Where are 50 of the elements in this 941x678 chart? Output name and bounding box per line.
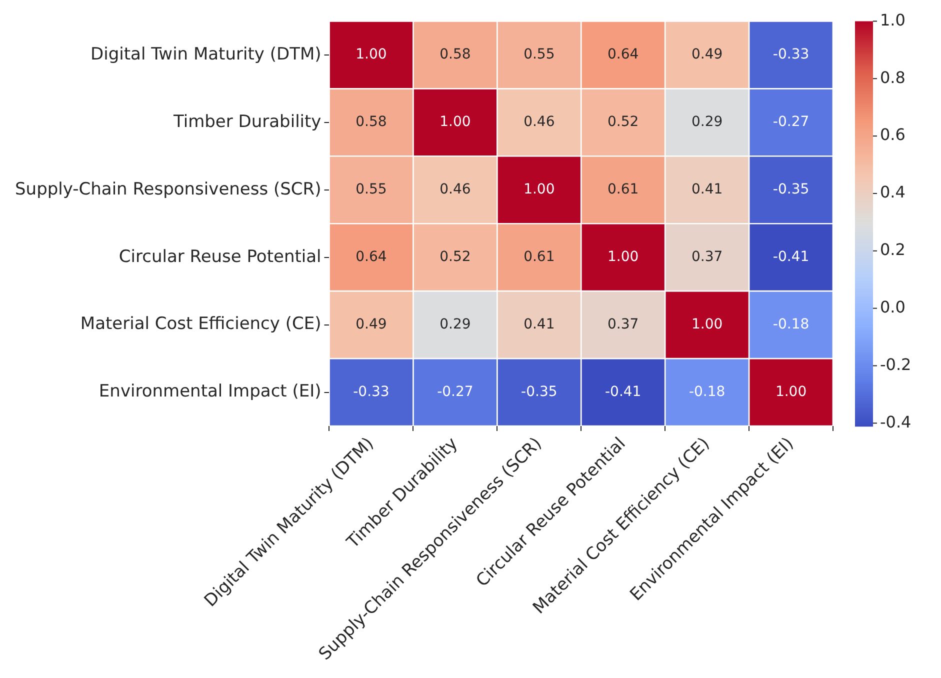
- color-bar-label: 0.2: [880, 240, 906, 260]
- data-label: 1.00: [691, 316, 723, 332]
- data-label: 1.00: [356, 46, 387, 63]
- data-label: 0.37: [608, 316, 639, 332]
- y-tick-label: Circular Reuse Potential: [118, 246, 322, 267]
- data-label: 0.46: [524, 114, 555, 130]
- data-label: -0.33: [353, 384, 390, 400]
- color-bar-label: 1.0: [880, 10, 906, 30]
- y-tick-label: Digital Twin Maturity (DTM): [90, 44, 322, 64]
- data-label: 0.61: [608, 182, 639, 198]
- data-label: 0.49: [691, 46, 723, 63]
- data-label: 0.49: [356, 316, 387, 332]
- color-bar-label: 0.8: [880, 68, 906, 87]
- data-label: 0.29: [691, 114, 723, 130]
- data-label: 0.55: [524, 46, 555, 63]
- data-label: -0.27: [772, 114, 810, 130]
- data-label: 0.61: [524, 248, 555, 265]
- data-label: 0.41: [691, 182, 723, 198]
- color-bar-label: -0.4: [880, 412, 912, 432]
- data-label: 0.29: [440, 316, 471, 332]
- data-label: 0.64: [356, 248, 387, 265]
- data-label: 0.58: [440, 46, 471, 63]
- color-bar-label: 0.0: [880, 297, 906, 316]
- data-label: 0.55: [356, 182, 387, 198]
- data-label: 1.00: [440, 114, 471, 130]
- data-label: 1.00: [775, 384, 807, 400]
- y-tick-label: Supply-Chain Responsiveness (SCR): [15, 179, 322, 200]
- data-label: -0.27: [437, 384, 474, 400]
- data-label: 0.37: [691, 248, 723, 265]
- color-bar-label: 0.4: [880, 182, 906, 202]
- data-label: 0.58: [356, 114, 387, 130]
- data-label: -0.33: [772, 46, 810, 63]
- data-label: 0.41: [524, 316, 555, 332]
- color-bar-label: -0.2: [880, 354, 912, 374]
- data-label: -0.35: [772, 182, 810, 198]
- y-tick-label: Material Cost Efficiency (CE): [80, 314, 322, 334]
- y-tick-label: Environmental Impact (EI): [98, 382, 322, 402]
- data-label: -0.41: [604, 384, 642, 400]
- y-tick-label: Timber Durability: [172, 112, 322, 132]
- data-label: 1.00: [524, 182, 555, 198]
- data-label: 1.00: [608, 248, 639, 265]
- data-label: -0.18: [688, 384, 726, 400]
- data-label: -0.18: [772, 316, 810, 332]
- data-label: 0.52: [440, 248, 471, 265]
- data-label: 0.52: [608, 114, 639, 130]
- data-label: -0.35: [521, 384, 558, 400]
- color-bar-label: 0.6: [880, 125, 906, 144]
- data-label: 0.46: [440, 182, 471, 198]
- data-label: -0.41: [772, 248, 810, 265]
- data-label: 0.64: [608, 46, 639, 63]
